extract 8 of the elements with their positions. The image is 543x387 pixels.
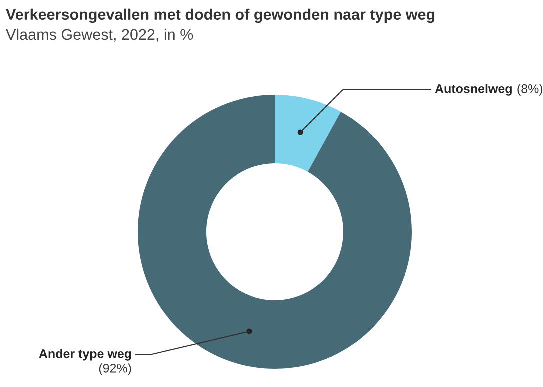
donut-slice <box>138 95 412 369</box>
donut-slice <box>275 95 341 172</box>
data-label: (8%) <box>518 84 543 96</box>
chart-subtitle: Vlaams Gewest, 2022, in % <box>6 28 194 42</box>
chart-title: Verkeersongevallen met doden of gewonden naar type weg <box>6 8 435 24</box>
slice-label: Autosnelweg <box>435 84 512 96</box>
data-label: (92%) <box>99 364 132 376</box>
slice-label: Ander type weg <box>39 349 132 361</box>
